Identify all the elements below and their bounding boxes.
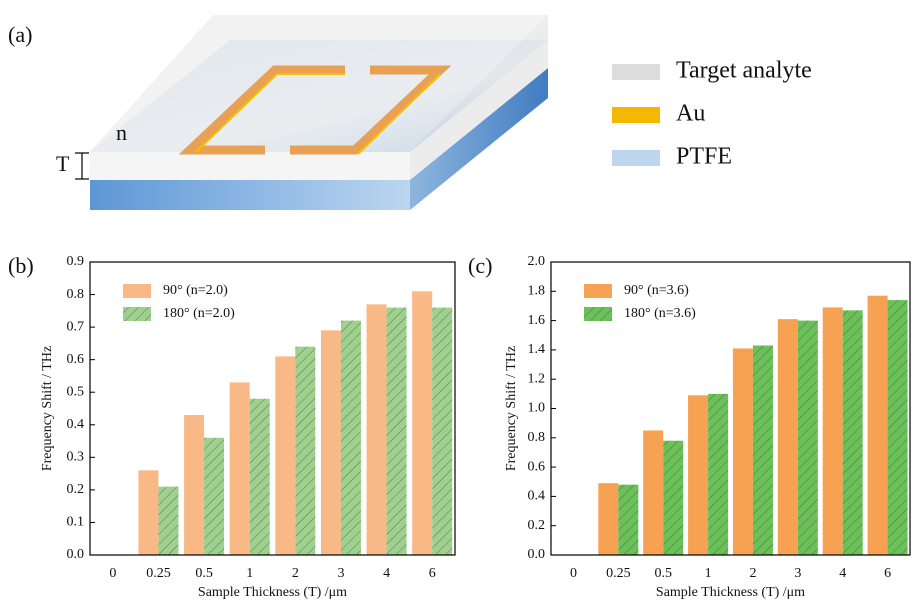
y-tick-label: 0.3 xyxy=(67,450,85,465)
y-axis-title: Frequency Shift / THz xyxy=(40,346,55,471)
ptfe-front xyxy=(90,180,410,210)
bar xyxy=(295,346,316,555)
bar xyxy=(386,307,407,555)
legend-label: 90° (n=3.6) xyxy=(624,283,689,298)
y-tick-label: 1.0 xyxy=(528,401,546,416)
legend-swatch xyxy=(123,284,151,298)
y-tick-label: 0.9 xyxy=(67,254,85,269)
legend-label: Au xyxy=(676,101,705,127)
bar xyxy=(229,382,250,555)
y-axis-title: Frequency Shift / THz xyxy=(504,346,519,471)
legend-label: 180° (n=3.6) xyxy=(624,306,696,321)
panel-label: (a) xyxy=(8,22,32,47)
y-tick-label: 1.2 xyxy=(528,371,546,386)
y-tick-label: 1.8 xyxy=(528,284,546,299)
bar xyxy=(204,437,225,555)
y-tick-label: 0.6 xyxy=(67,352,85,367)
x-tick-label: 1 xyxy=(705,566,712,581)
bar xyxy=(249,398,270,555)
panel-label: (c) xyxy=(468,253,492,278)
x-tick-label: 4 xyxy=(383,566,390,581)
legend-swatch xyxy=(612,150,660,166)
x-axis-title: Sample Thickness (T) /μm xyxy=(198,585,347,600)
y-tick-label: 0.8 xyxy=(67,287,85,302)
analyte-side xyxy=(410,15,548,180)
bar xyxy=(320,330,341,555)
legend-label: Target analyte xyxy=(676,58,812,84)
analyte-front xyxy=(90,152,410,180)
y-tick-label: 0.4 xyxy=(528,489,546,504)
y-tick-label: 0.8 xyxy=(528,430,546,445)
bar xyxy=(732,348,753,555)
bar xyxy=(842,310,863,555)
y-tick-label: 0.2 xyxy=(67,482,85,497)
bar xyxy=(688,395,709,555)
bar xyxy=(618,484,639,555)
y-tick-label: 0.0 xyxy=(67,547,85,562)
analyte-top xyxy=(90,15,548,152)
y-tick-label: 2.0 xyxy=(528,254,546,269)
panel-label: (b) xyxy=(8,253,34,278)
plot-frame xyxy=(550,261,911,556)
legend-label: 180° (n=2.0) xyxy=(163,306,235,321)
bar xyxy=(598,483,619,555)
x-tick-label: 4 xyxy=(839,566,846,581)
bar xyxy=(366,304,387,555)
bar xyxy=(777,319,798,555)
bar xyxy=(275,356,296,555)
legend-swatch xyxy=(584,284,612,298)
bar xyxy=(663,440,684,555)
x-tick-label: 0.25 xyxy=(606,566,631,581)
x-tick-label: 3 xyxy=(794,566,801,581)
y-tick-label: 0.0 xyxy=(528,547,546,562)
bar xyxy=(867,295,888,555)
t-label: T xyxy=(56,151,70,176)
y-tick-label: 0.5 xyxy=(67,384,85,399)
x-tick-label: 6 xyxy=(429,566,436,581)
y-tick-label: 1.6 xyxy=(528,313,546,328)
bar xyxy=(138,470,159,555)
x-tick-label: 2 xyxy=(292,566,299,581)
x-tick-label: 0 xyxy=(109,566,116,581)
bar xyxy=(412,291,433,555)
x-tick-label: 1 xyxy=(246,566,253,581)
x-tick-label: 3 xyxy=(337,566,344,581)
legend-swatch xyxy=(612,64,660,80)
bar xyxy=(432,307,453,555)
legend-label: 90° (n=2.0) xyxy=(163,283,228,298)
bar xyxy=(340,320,361,555)
legend-swatch xyxy=(123,307,151,321)
legend-swatch xyxy=(612,107,660,123)
split-ring xyxy=(178,65,452,155)
n-label: n xyxy=(116,120,127,145)
x-tick-label: 2 xyxy=(749,566,756,581)
legend-label: PTFE xyxy=(676,144,732,170)
y-tick-label: 1.4 xyxy=(528,342,546,357)
bar xyxy=(752,345,773,555)
y-tick-label: 0.1 xyxy=(67,515,85,530)
bar xyxy=(708,393,729,555)
bar xyxy=(797,320,818,555)
bar xyxy=(158,486,179,555)
plot-frame xyxy=(89,261,456,556)
x-axis-title: Sample Thickness (T) /μm xyxy=(656,585,805,600)
y-tick-label: 0.6 xyxy=(528,459,546,474)
bar xyxy=(887,300,908,555)
bar xyxy=(822,307,843,555)
ptfe-side xyxy=(410,68,548,210)
x-tick-label: 0 xyxy=(570,566,577,581)
bar xyxy=(643,430,664,555)
x-tick-label: 0.25 xyxy=(146,566,171,581)
x-tick-label: 0.5 xyxy=(654,566,672,581)
x-tick-label: 0.5 xyxy=(195,566,213,581)
y-tick-label: 0.2 xyxy=(528,518,546,533)
y-tick-label: 0.7 xyxy=(67,319,85,334)
x-tick-label: 6 xyxy=(884,566,891,581)
bar xyxy=(184,415,205,555)
y-tick-label: 0.4 xyxy=(67,417,85,432)
legend-swatch xyxy=(584,307,612,321)
